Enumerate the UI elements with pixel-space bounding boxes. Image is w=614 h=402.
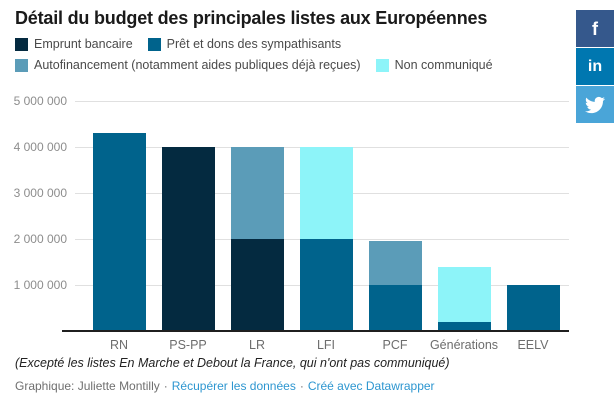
chart-legend: Emprunt bancaire Prêt et dons des sympath… [15,38,571,72]
legend-item: Autofinancement (notamment aides publiqu… [15,59,361,72]
linkedin-icon: in [587,57,603,75]
x-axis-label: PS-PP [169,338,207,352]
legend-swatch [375,59,389,72]
x-axis-label: EELV [517,338,549,352]
y-tick-label: 5 000 000 [13,94,67,108]
legend-label: Emprunt bancaire [34,37,133,51]
social-share-bar: f in [576,10,614,123]
bar-segment[interactable] [506,285,560,331]
twitter-share-button[interactable] [576,86,614,123]
bar-segment[interactable] [161,147,215,331]
y-tick-label: 1 000 000 [13,278,67,292]
x-axis-label: Générations [429,338,499,352]
bar-segment[interactable] [368,285,422,331]
bar-segment[interactable] [92,133,146,331]
x-axis-label: LFI [316,338,336,352]
plot-area [75,101,569,331]
page-title: Détail du budget des principales listes … [15,8,488,28]
linkedin-share-button[interactable]: in [576,48,614,85]
legend-label: Prêt et dons des sympathisants [166,37,342,51]
x-axis-line [62,330,569,332]
byline: Graphique: Juliette Montilly · Récupérer l… [15,379,435,393]
legend-label: Non communiqué [394,58,493,72]
legend-swatch [147,38,161,51]
legend-item: Prêt et dons des sympathisants [147,37,342,51]
bar-segment[interactable] [437,266,491,322]
twitter-icon [585,96,605,113]
bar-segment[interactable] [230,239,284,331]
byline-separator: · [163,379,168,393]
y-tick-label: 2 000 000 [13,232,67,246]
chart-area: 1 000 000 2 000 000 3 000 000 4 000 000 5 00… [0,94,614,356]
legend-label: Autofinancement (notamment aides publiqu… [34,58,361,72]
facebook-icon: f [592,18,598,39]
byline-credit: Graphique: Juliette Montilly [15,379,160,393]
x-axis-label: RN [109,338,129,352]
get-data-link[interactable]: Récupérer les données [171,379,296,393]
byline-separator: · [299,379,304,393]
legend-swatch [15,59,28,72]
legend-item: Emprunt bancaire [15,38,133,51]
y-tick-label: 4 000 000 [13,140,67,154]
bar-segment[interactable] [230,147,284,239]
x-axis-label: PCF [382,338,408,352]
footnote: (Excepté les listes En Marche et Debout … [15,356,450,370]
facebook-share-button[interactable]: f [576,10,614,47]
gridline [75,101,569,102]
bar-segment[interactable] [437,321,491,331]
bar-segment[interactable] [299,147,353,239]
bar-segment[interactable] [299,239,353,331]
bar-segment[interactable] [368,241,422,285]
x-axis-label: LR [249,338,265,352]
legend-swatch [15,38,28,51]
y-tick-label: 3 000 000 [13,186,67,200]
datawrapper-credit-link[interactable]: Créé avec Datawrapper [307,379,435,393]
legend-item: Non communiqué [375,58,493,72]
